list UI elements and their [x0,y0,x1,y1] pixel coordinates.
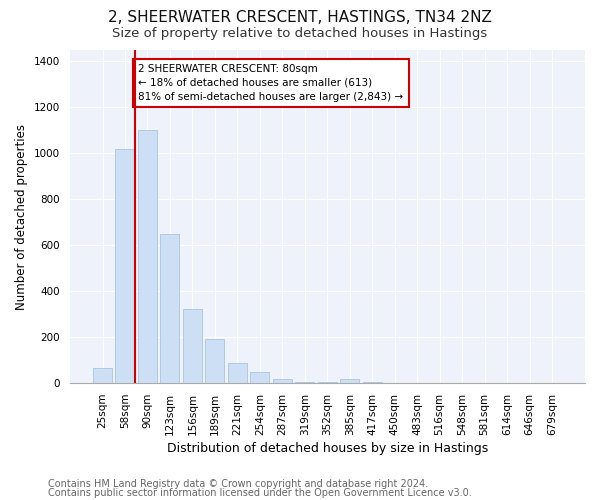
Text: 2 SHEERWATER CRESCENT: 80sqm
← 18% of detached houses are smaller (613)
81% of s: 2 SHEERWATER CRESCENT: 80sqm ← 18% of de… [139,64,404,102]
Bar [318,382,337,383]
Bar [138,130,157,383]
Y-axis label: Number of detached properties: Number of detached properties [15,124,28,310]
Bar [160,234,179,383]
X-axis label: Distribution of detached houses by size in Hastings: Distribution of detached houses by size … [167,442,488,455]
Bar [205,339,224,383]
Bar [295,382,314,383]
Text: Size of property relative to detached houses in Hastings: Size of property relative to detached ho… [112,28,488,40]
Text: Contains HM Land Registry data © Crown copyright and database right 2024.: Contains HM Land Registry data © Crown c… [48,479,428,489]
Bar [228,363,247,383]
Text: 2, SHEERWATER CRESCENT, HASTINGS, TN34 2NZ: 2, SHEERWATER CRESCENT, HASTINGS, TN34 2… [108,10,492,25]
Text: Contains public sector information licensed under the Open Government Licence v3: Contains public sector information licen… [48,488,472,498]
Bar [183,308,202,383]
Bar [115,149,134,383]
Bar [362,382,382,383]
Bar [273,378,292,383]
Bar [93,368,112,383]
Bar [250,372,269,383]
Bar [340,378,359,383]
